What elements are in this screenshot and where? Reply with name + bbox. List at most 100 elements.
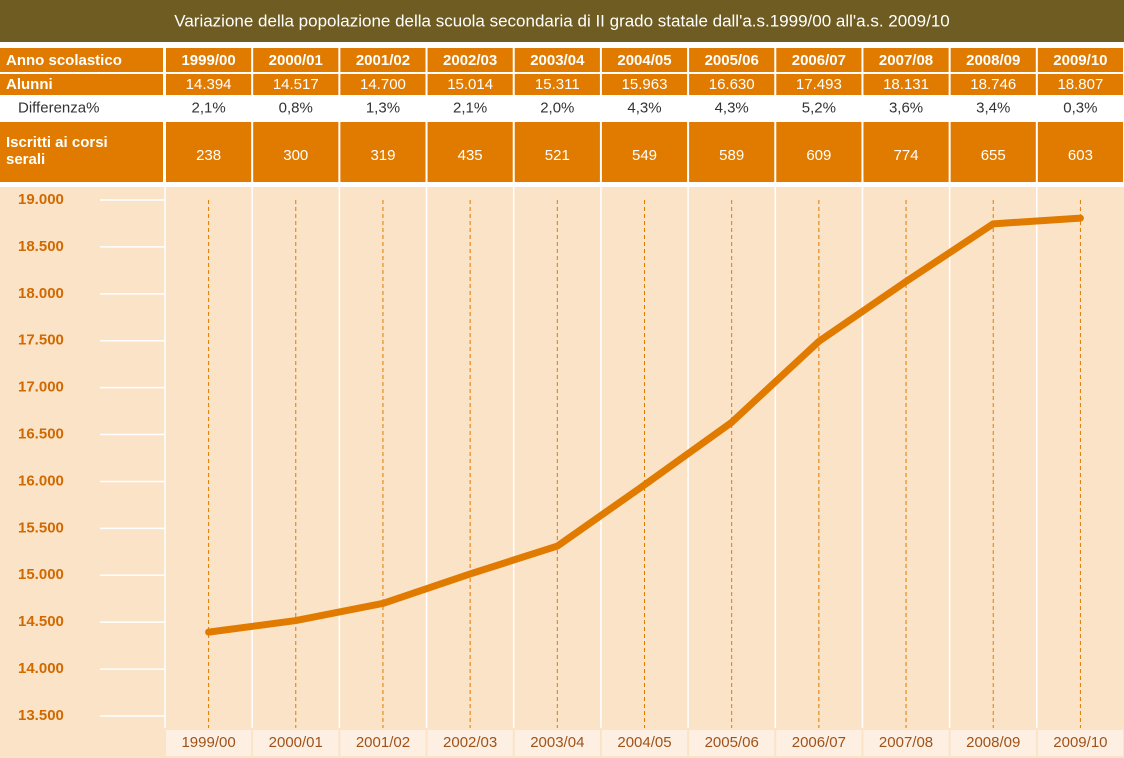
row-cell [166,122,252,182]
row-cell [514,74,600,95]
value-label: 14.394 [186,76,232,93]
row-cell [166,74,252,95]
row-cell [950,74,1036,95]
header-cell [253,48,339,72]
x-tick-cell [950,730,1036,756]
x-tick-label: 2002/03 [443,734,497,751]
table-value: 3,4% [976,99,1010,116]
value-label: 15.014 [447,76,493,93]
row-cell [1037,122,1123,182]
y-tick-label: 16.500 [18,426,64,443]
table-value: 521 [545,147,570,164]
header-cell [340,48,426,72]
y-tick-label: 16.000 [18,472,64,489]
header-category: 2007/08 [879,52,933,69]
plot-background [0,187,1124,758]
header-category: 2002/03 [443,52,497,69]
x-tick-label: 2004/05 [617,734,671,751]
row-cell [950,122,1036,182]
y-tick-label: 18.500 [18,238,64,255]
table-value: 655 [981,147,1006,164]
chart-title: Variazione della popolazione della scuol… [174,11,949,30]
table-value: 300 [283,147,308,164]
x-tick-cell [776,730,862,756]
y-tick-label: 17.500 [18,332,64,349]
header-category: 2009/10 [1053,52,1107,69]
table-value: 3,6% [889,99,923,116]
header-category: 2003/04 [530,52,585,69]
x-tick-cell [427,730,513,756]
table-value: 609 [806,147,831,164]
table-value: 4,3% [715,99,749,116]
table-value: 0,8% [279,99,313,116]
y-tick-label: 15.000 [18,566,64,583]
value-label: 18.807 [1057,76,1103,93]
y-tick-label: 15.500 [18,519,64,536]
x-tick-label: 2000/01 [269,734,323,751]
row-cell [253,122,339,182]
header-cell [514,48,600,72]
header-category: 1999/00 [181,52,235,69]
y-tick-label: 18.000 [18,285,64,302]
table-value: 4,3% [627,99,661,116]
y-tick-label: 17.000 [18,379,64,396]
row-cell [0,74,163,95]
x-tick-label: 2001/02 [356,734,410,751]
row-cell [863,122,949,182]
header-cell [427,48,513,72]
row-label: Differenza% [18,99,99,116]
value-label: 15.311 [535,76,580,93]
x-tick-label: 2007/08 [879,734,933,751]
x-tick-cell [1037,730,1123,756]
y-tick-label: 14.000 [18,660,64,677]
header-category: 2000/01 [269,52,323,69]
x-tick-cell [601,730,688,756]
header-category: 2004/05 [617,52,671,69]
header-cell [863,48,949,72]
header-cell [1037,48,1123,72]
row-cell [601,74,688,95]
table-value: 774 [894,147,919,164]
row-cell [427,74,513,95]
x-tick-cell [166,730,252,756]
table-value: 238 [196,147,221,164]
row-cell [863,74,949,95]
y-tick-label: 14.500 [18,613,64,630]
row-cell [776,74,862,95]
table-value: 0,3% [1063,99,1097,116]
x-tick-label: 2008/09 [966,734,1020,751]
row-cell [601,122,688,182]
header-cell [689,48,775,72]
row-cell [253,74,339,95]
x-tick-cell [689,730,775,756]
x-tick-label: 2006/07 [792,734,846,751]
table-value: 435 [458,147,483,164]
value-label: 18.131 [883,76,929,93]
row-cell [0,122,163,182]
table-value: 319 [370,147,395,164]
row-cell [689,122,775,182]
header-category: 2001/02 [356,52,410,69]
x-tick-label: 2003/04 [530,734,584,751]
row-cell [776,122,862,182]
value-label: 18.746 [970,76,1016,93]
table-value: 2,1% [453,99,487,116]
row-cell [427,122,513,182]
row-cell [689,74,775,95]
row-label: Alunni [6,76,53,93]
table-value: 2,1% [191,99,225,116]
y-tick-label: 13.500 [18,707,64,724]
x-tick-cell [863,730,949,756]
value-label: 15.963 [622,76,668,93]
value-label: 16.630 [709,76,755,93]
table-value: 589 [719,147,744,164]
x-tick-cell [514,730,600,756]
table-value: 603 [1068,147,1093,164]
x-tick-cell [340,730,426,756]
header-cell [0,48,163,72]
row-cell [1037,74,1123,95]
row-cell [514,122,600,182]
header-cell [166,48,252,72]
x-tick-label: 1999/00 [181,734,235,751]
